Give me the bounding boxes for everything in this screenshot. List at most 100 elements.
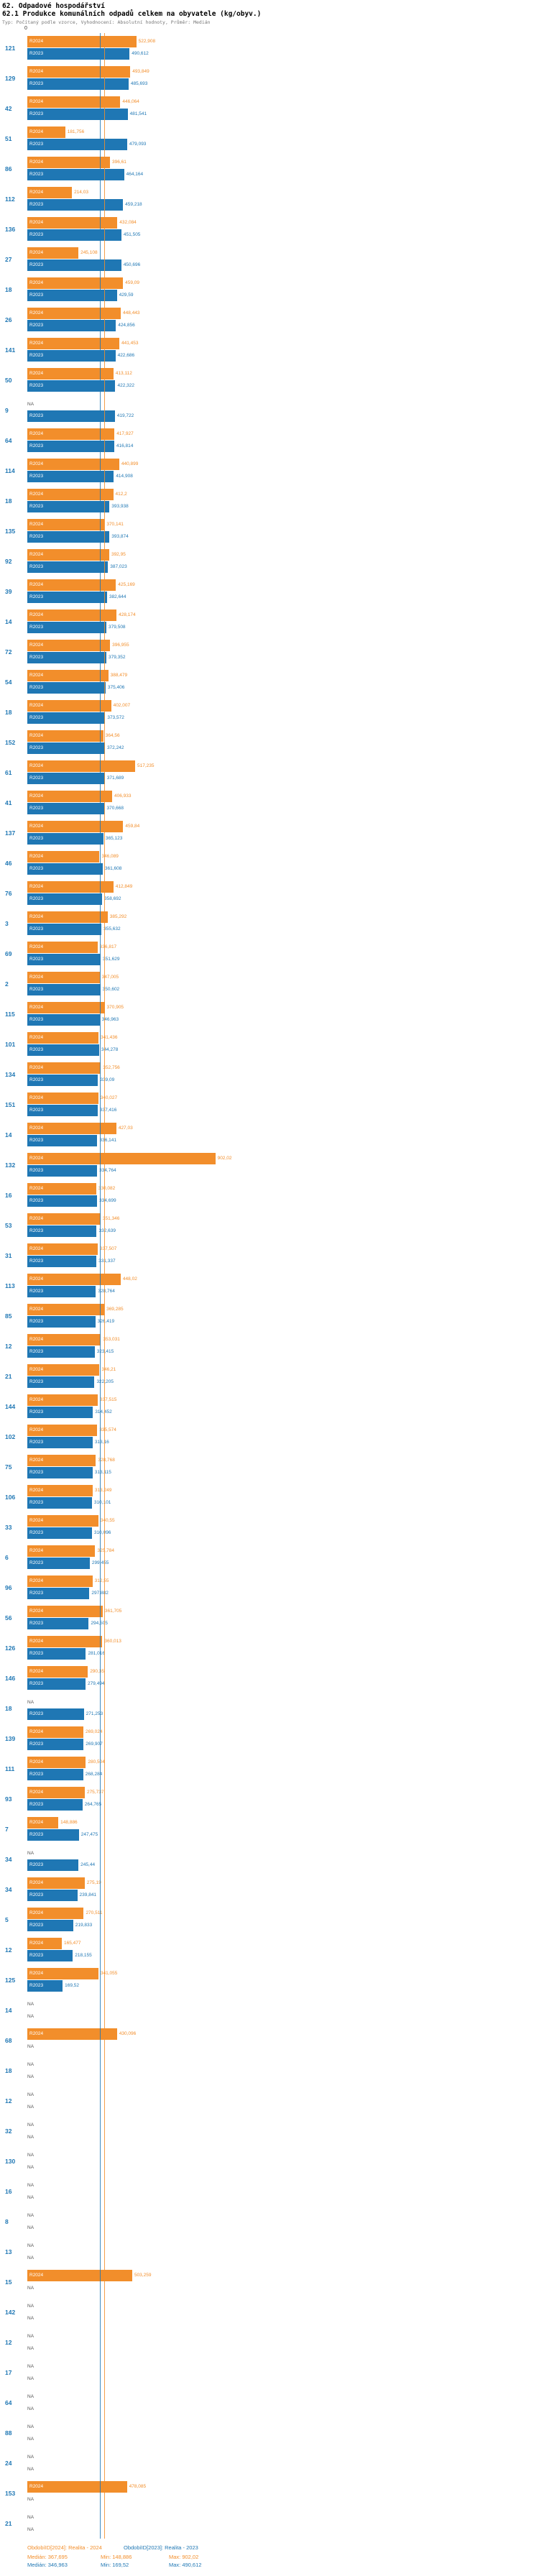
bar-value-label: 334,699 [99,1197,116,1203]
bar-value-label: 322,205 [96,1379,114,1384]
bar-line-r2023: R2023 332,639 [27,1225,116,1237]
bar-value-label: 350,602 [102,986,120,992]
bar-series-label: R2023 [29,1771,44,1777]
bar-series-label: R2024 [29,249,44,255]
row-id-label: 27 [5,256,12,263]
bar-series-label: R2023 [29,201,44,207]
bar-value-label: 352,756 [103,1064,120,1070]
bar-line-r2023: R2023 169,52 [27,1980,79,1992]
bar-value-label: 478,085 [129,2483,147,2489]
bar-value-label: 219,833 [75,1922,93,1928]
chart-title-line1: 62. Odpadové hospodářství [2,2,105,10]
bar-value-label: 373,572 [107,714,124,720]
row-id-label: 39 [5,588,12,595]
bar-line-r2023: R2023 481,541 [27,109,147,120]
bar-line-r2024: R2024 412,2 [27,489,127,500]
chart-row: 88 NA NA [0,2418,539,2448]
bar-line-r2023: R2023 219,833 [27,1920,92,1931]
chart-row: 86 R2024 396,61 R2023 464,164 [0,154,539,184]
bar-line-r2024: R2024 413,112 [27,368,132,380]
bar-series-label: R2023 [29,805,44,811]
bar-value-label: 340,55 [100,1517,115,1523]
bar-value-label: 393,874 [111,533,129,539]
chart-row: 7 R2024 148,886 R2023 247,475 [0,1814,539,1844]
bar-line-r2024: R2024 902,02 [27,1153,231,1164]
bar-series-label: R2024 [29,1547,44,1553]
bar-series-label: R2024 [29,2483,44,2489]
bar-value-label: 448,02 [122,1276,137,1282]
legend-max-2024: Max: 902,02 [169,2554,199,2560]
bar-value-label: 334,764 [99,1167,116,1173]
chart-row: 139 R2024 269,024 R2023 269,907 [0,1724,539,1754]
bar-line-r2024: NA [27,2179,34,2191]
bar-series-label: R2024 [29,340,44,346]
bar-line-r2023: R2023 416,814 [27,441,133,452]
bar-r2023: R2023 [27,1859,79,1871]
bar-line-r2023: R2023 336,141 [27,1135,116,1146]
chart-row: 14 NA NA [0,1995,539,2025]
chart-row: 142 NA NA [0,2297,539,2327]
bar-line-r2023: R2023 239,841 [27,1890,96,1901]
bar-line-r2024: NA [27,2300,34,2312]
bar-series-label: R2024 [29,1608,44,1614]
bar-line-r2024: NA [27,2511,34,2523]
bar-r2023: R2023 [27,863,103,875]
row-id-label: 152 [5,739,16,746]
bar-value-label: 264,765 [84,1801,102,1807]
bar-line-r2023: R2023 339,09 [27,1075,114,1086]
bar-value-label: 341,055 [100,1970,118,1976]
bar-series-label: R2023 [29,865,44,871]
bar-series-label: R2024 [29,1306,44,1312]
bar-line-r2024: R2024 517,235 [27,760,154,772]
bar-line-r2024: R2024 417,927 [27,428,134,440]
bar-r2024: R2024 [27,1334,101,1346]
bar-r2023: R2023 [27,1346,95,1358]
bar-line-r2023: R2023 379,352 [27,652,126,663]
bar-line-r2024: NA [27,2058,34,2070]
bar-series-label: R2024 [29,1940,44,1946]
bar-series-label: R2023 [29,654,44,660]
bar-line-r2023: R2023 365,123 [27,833,122,845]
bar-series-label: R2024 [29,1004,44,1010]
bar-line-r2023: NA [27,2191,34,2203]
chart-row: 132 R2024 902,02 R2023 334,764 [0,1150,539,1180]
bar-r2024: R2024 [27,308,121,319]
row-id-label: 153 [5,2490,16,2497]
bar-series-label: R2024 [29,1064,44,1070]
chart-row: 76 R2024 412,849 R2023 358,692 [0,878,539,908]
bar-r2023: R2023 [27,712,106,724]
bar-series-label: R2024 [29,1095,44,1100]
bar-value-label: 490,612 [132,50,149,56]
row-id-label: 125 [5,1977,16,1984]
bar-r2024: R2024 [27,428,115,440]
bar-value-label: 313,115 [94,1469,111,1475]
bar-value-label: 360,013 [104,1638,121,1644]
bar-value-label: 337,515 [99,1397,117,1402]
bar-series-label: R2023 [29,564,44,569]
bar-series-label: R2023 [29,1469,44,1475]
bar-line-r2023: R2023 370,668 [27,803,124,814]
bar-r2024: R2024 [27,942,98,953]
na-value-label: NA [27,2134,34,2140]
bar-r2024: R2024 [27,1183,96,1195]
bar-value-label: 440,899 [121,461,139,466]
row-id-label: 96 [5,1584,12,1591]
na-value-label: NA [27,2424,34,2429]
bar-series-label: R2024 [29,1155,44,1161]
bar-r2024: R2024 [27,66,131,78]
bar-value-label: 294,505 [91,1621,108,1627]
bar-series-label: R2024 [29,1487,44,1493]
row-id-label: 12 [5,2339,12,2346]
bar-line-r2024: R2024 214,03 [27,187,88,198]
bar-series-label: R2024 [29,1880,44,1885]
bar-line-r2023: R2023 269,907 [27,1739,103,1750]
bar-r2023: R2023 [27,984,101,995]
row-id-label: 144 [5,1403,16,1410]
na-value-label: NA [27,2496,34,2502]
bar-line-r2024: R2024 448,02 [27,1274,137,1285]
chart-row: 27 R2024 245,108 R2023 450,696 [0,244,539,275]
bar-r2023: R2023 [27,1225,97,1237]
bar-series-label: R2023 [29,1741,44,1747]
bar-value-label: 351,629 [102,956,120,962]
bar-r2024: R2024 [27,1364,100,1376]
